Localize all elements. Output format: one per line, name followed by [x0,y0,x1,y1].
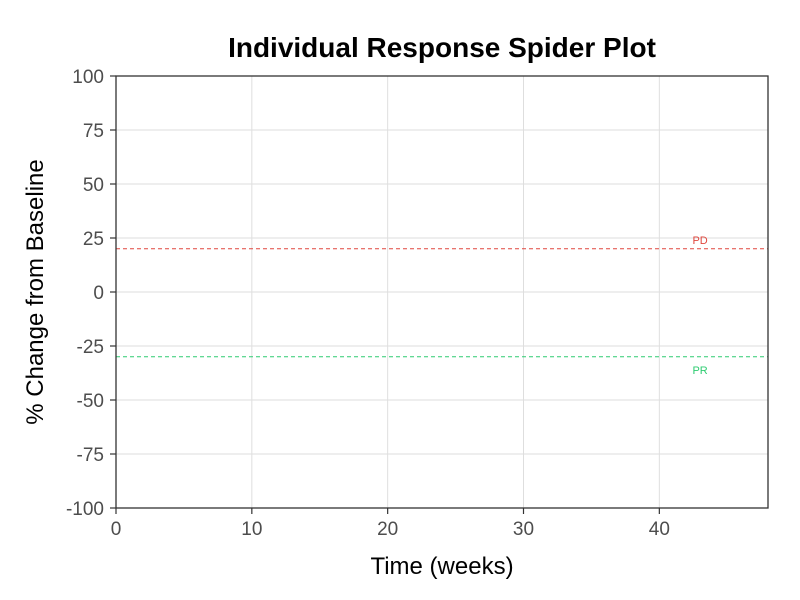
y-tick-label: -50 [77,391,104,412]
y-tick-label: -100 [66,499,104,520]
y-tick-label: 0 [93,283,104,304]
y-tick-label: -25 [77,337,104,358]
x-axis-ticks: 0 10 20 30 40 [111,508,670,540]
x-tick-label: 10 [241,519,262,540]
x-tick-label: 40 [649,519,670,540]
y-tick-label: -75 [77,445,104,466]
reference-label-pr: PR [692,365,707,377]
reference-label-pd: PD [692,235,707,247]
reference-lines: PD PR [116,235,768,377]
y-axis-ticks: -100 -75 -50 -25 0 25 50 75 100 [66,67,116,520]
x-tick-label: 20 [377,519,398,540]
y-tick-label: 50 [83,175,104,196]
chart-title: Individual Response Spider Plot [228,32,656,63]
x-tick-label: 30 [513,519,534,540]
x-tick-label: 0 [111,519,122,540]
grid-lines [115,75,768,509]
y-tick-label: 100 [72,67,104,88]
x-axis-label: Time (weeks) [370,553,513,580]
y-tick-label: 25 [83,229,104,250]
y-tick-label: 75 [83,121,104,142]
y-axis-label: % Change from Baseline [22,159,49,424]
